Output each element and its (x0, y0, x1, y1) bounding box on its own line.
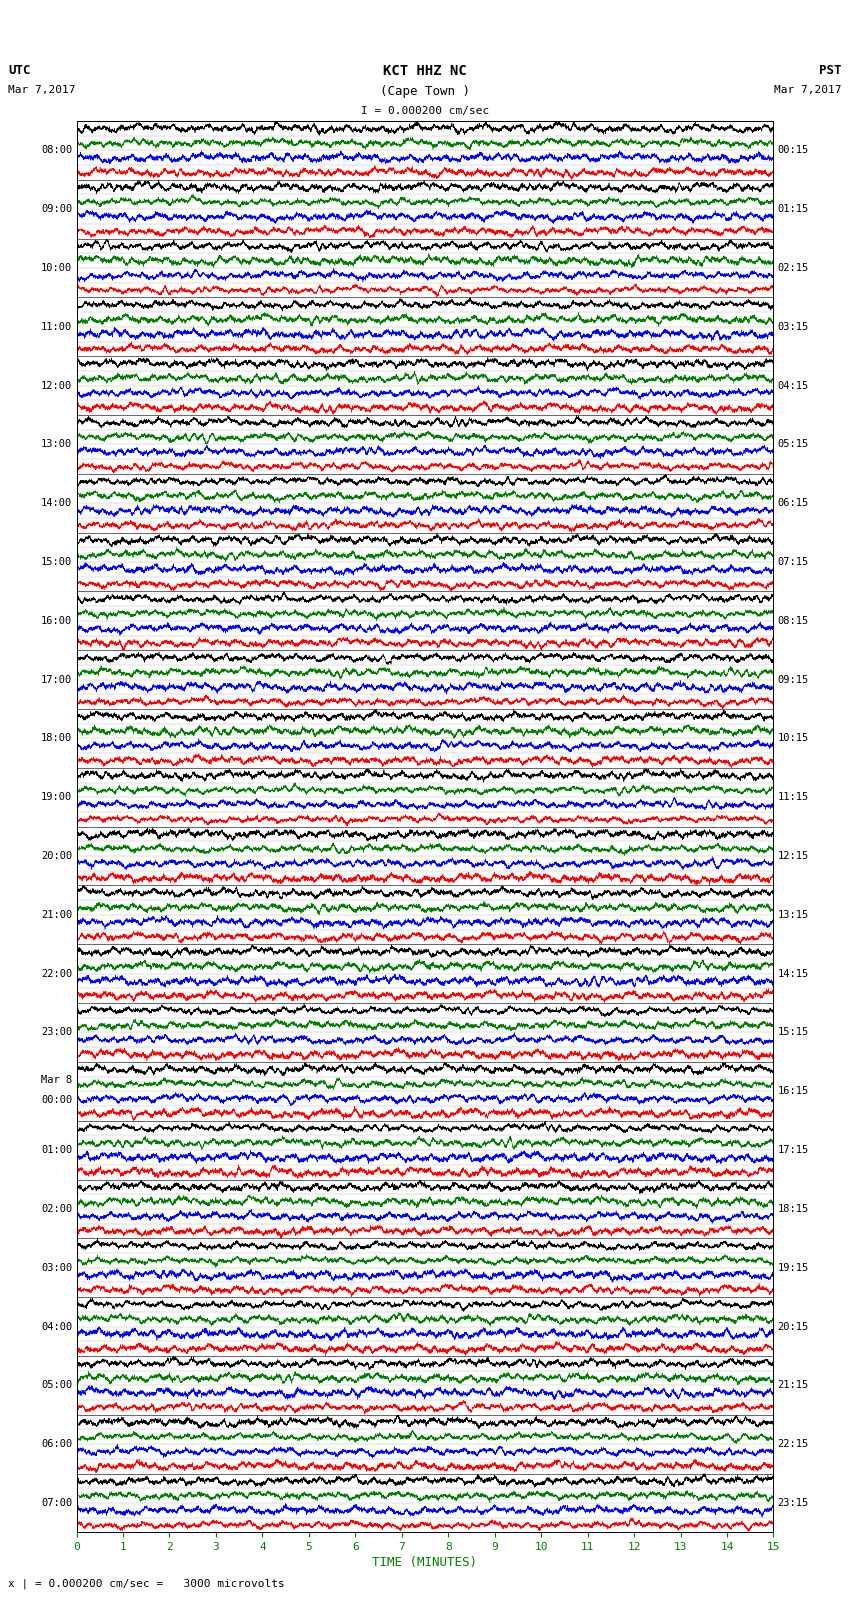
Text: 01:00: 01:00 (41, 1145, 72, 1155)
Text: 06:15: 06:15 (778, 498, 809, 508)
Text: 02:00: 02:00 (41, 1203, 72, 1215)
Text: 22:00: 22:00 (41, 969, 72, 979)
Text: Mar 7,2017: Mar 7,2017 (8, 85, 76, 95)
Text: 15:15: 15:15 (778, 1027, 809, 1037)
Text: 10:15: 10:15 (778, 734, 809, 744)
Text: 00:00: 00:00 (41, 1095, 72, 1105)
Text: 15:00: 15:00 (41, 556, 72, 568)
Text: 09:00: 09:00 (41, 205, 72, 215)
Text: 17:00: 17:00 (41, 674, 72, 684)
Text: Mar 8: Mar 8 (41, 1074, 72, 1086)
Text: 23:15: 23:15 (778, 1498, 809, 1508)
Text: 01:15: 01:15 (778, 205, 809, 215)
Text: 17:15: 17:15 (778, 1145, 809, 1155)
Text: 19:15: 19:15 (778, 1263, 809, 1273)
Text: PST: PST (819, 65, 842, 77)
Text: 11:00: 11:00 (41, 323, 72, 332)
Text: 09:15: 09:15 (778, 674, 809, 684)
Text: 07:15: 07:15 (778, 556, 809, 568)
Text: 13:00: 13:00 (41, 439, 72, 450)
Text: 06:00: 06:00 (41, 1439, 72, 1448)
Text: x | = 0.000200 cm/sec =   3000 microvolts: x | = 0.000200 cm/sec = 3000 microvolts (8, 1578, 286, 1589)
X-axis label: TIME (MINUTES): TIME (MINUTES) (372, 1557, 478, 1569)
Text: 11:15: 11:15 (778, 792, 809, 802)
Text: UTC: UTC (8, 65, 31, 77)
Text: 03:15: 03:15 (778, 323, 809, 332)
Text: 08:15: 08:15 (778, 616, 809, 626)
Text: (Cape Town ): (Cape Town ) (380, 85, 470, 98)
Text: 10:00: 10:00 (41, 263, 72, 273)
Text: 13:15: 13:15 (778, 910, 809, 919)
Text: 05:00: 05:00 (41, 1381, 72, 1390)
Text: 16:00: 16:00 (41, 616, 72, 626)
Text: 20:15: 20:15 (778, 1321, 809, 1331)
Text: 12:00: 12:00 (41, 381, 72, 390)
Text: 21:15: 21:15 (778, 1381, 809, 1390)
Text: 02:15: 02:15 (778, 263, 809, 273)
Text: 23:00: 23:00 (41, 1027, 72, 1037)
Text: 22:15: 22:15 (778, 1439, 809, 1448)
Text: 04:15: 04:15 (778, 381, 809, 390)
Text: 16:15: 16:15 (778, 1086, 809, 1097)
Text: 00:15: 00:15 (778, 145, 809, 155)
Text: 12:15: 12:15 (778, 852, 809, 861)
Text: 14:00: 14:00 (41, 498, 72, 508)
Text: I = 0.000200 cm/sec: I = 0.000200 cm/sec (361, 106, 489, 116)
Text: 14:15: 14:15 (778, 969, 809, 979)
Text: KCT HHZ NC: KCT HHZ NC (383, 65, 467, 77)
Text: 19:00: 19:00 (41, 792, 72, 802)
Text: 21:00: 21:00 (41, 910, 72, 919)
Text: 07:00: 07:00 (41, 1498, 72, 1508)
Text: 18:15: 18:15 (778, 1203, 809, 1215)
Text: 08:00: 08:00 (41, 145, 72, 155)
Text: 20:00: 20:00 (41, 852, 72, 861)
Text: 05:15: 05:15 (778, 439, 809, 450)
Text: 04:00: 04:00 (41, 1321, 72, 1331)
Text: 18:00: 18:00 (41, 734, 72, 744)
Text: Mar 7,2017: Mar 7,2017 (774, 85, 842, 95)
Text: 03:00: 03:00 (41, 1263, 72, 1273)
